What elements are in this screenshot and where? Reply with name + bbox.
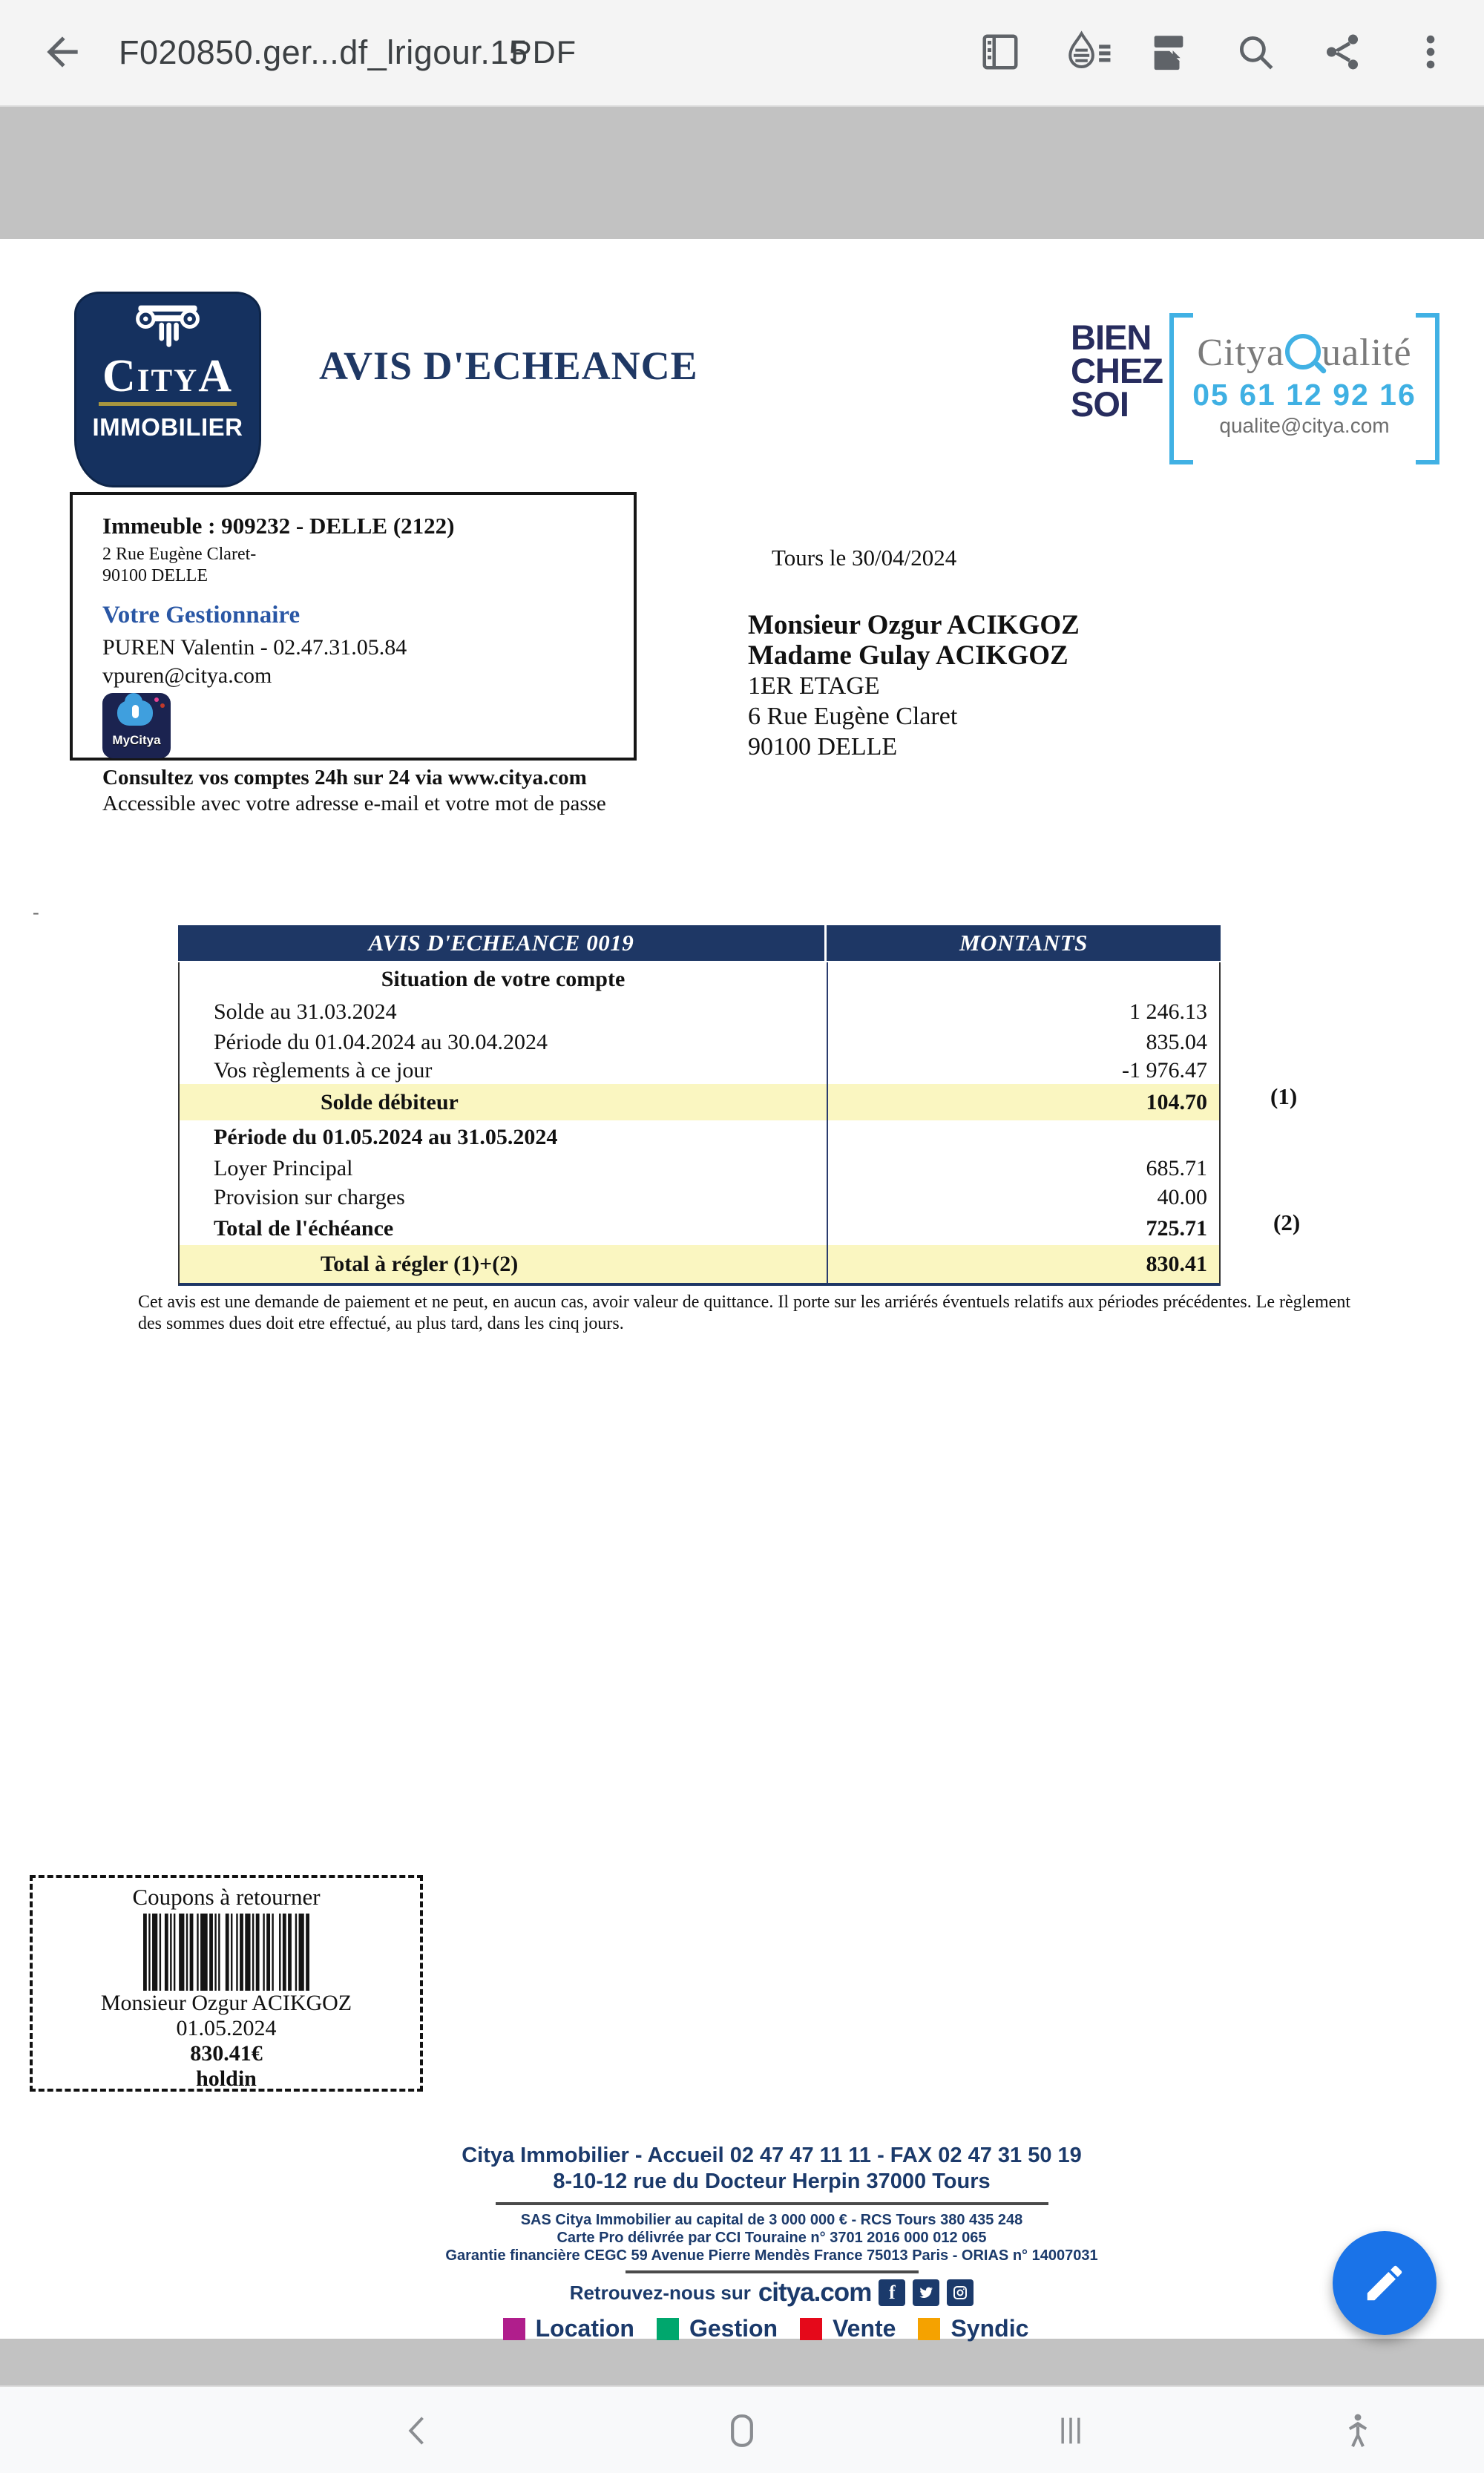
liquid-mode-icon[interactable] (1063, 27, 1114, 77)
logo-brand-text: CityA (102, 351, 234, 401)
legend-square-gestion (656, 2317, 679, 2340)
footer-divider (625, 2270, 919, 2273)
coupon-title: Coupons à retourner (132, 1884, 321, 1910)
legend-square-syndic (918, 2317, 941, 2340)
return-coupon: Coupons à retourner Monsieur Ozgur ACIKG… (30, 1875, 423, 2092)
app-bar: F020850.ger...df_lrigour.15 PDF (0, 0, 1484, 107)
building-address: 2 Rue Eugène Claret- 90100 DELLE (102, 545, 257, 585)
document-title: F020850.ger...df_lrigour.15 (119, 33, 528, 71)
nav-recents-icon[interactable] (1046, 2406, 1095, 2455)
coupon-name: Monsieur Ozgur ACIKGOZ (100, 1991, 352, 2015)
nav-accessibility-icon[interactable] (1333, 2406, 1382, 2455)
stray-mark: - (33, 901, 39, 923)
legend-square-vente (800, 2317, 823, 2340)
table-row: Total de l'échéance 725.71 (180, 1212, 1219, 1245)
statement-table: AVIS D'ECHEANCE 0019 MONTANTS Situation … (178, 925, 1221, 1286)
table-row: Vos règlements à ce jour -1 976.47 (180, 1057, 1219, 1084)
citya-logo: CityA IMMOBILIER (74, 292, 261, 487)
citya-qualite-box: Citya ualité 05 61 12 92 16 qualite@citya… (1169, 313, 1439, 464)
back-arrow-icon[interactable] (37, 27, 88, 77)
page-title: AVIS D'ECHEANCE (319, 344, 698, 388)
coupon-date: 01.05.2024 (176, 2016, 277, 2040)
share-icon[interactable] (1317, 27, 1368, 77)
facebook-icon: f (879, 2279, 906, 2306)
instagram-icon (947, 2279, 974, 2306)
social-text: Retrouvez-nous sur (569, 2281, 751, 2304)
slogan-line: BIEN (1071, 318, 1152, 357)
date-line: Tours le 30/04/2024 (772, 545, 957, 571)
table-row-total: Total à régler (1)+(2) 830.41 (180, 1245, 1219, 1283)
recipient-address: Monsieur Ozgur ACIKGOZ Madame Gulay ACIK… (748, 610, 1080, 761)
manager-title: Votre Gestionnaire (102, 602, 301, 628)
table-row-solde-debiteur: Solde débiteur 104.70 (180, 1084, 1219, 1120)
footer-contact-line: Citya Immobilier - Accueil 02 47 47 11 1… (462, 2144, 1082, 2167)
slogan-block: BIEN CHEZ SOI (1071, 318, 1163, 424)
nav-home-icon[interactable] (718, 2406, 766, 2455)
logo-sub-text: IMMOBILIER (92, 413, 243, 441)
slogan-line: SOI (1071, 384, 1129, 424)
pdf-page: CityA IMMOBILIER AVIS D'ECHEANCE BIEN CH… (0, 239, 1484, 2342)
page-view-icon[interactable] (1143, 27, 1194, 77)
system-nav-bar (0, 2385, 1484, 2473)
barcode (143, 1914, 309, 1991)
table-row: Période du 01.05.2024 au 31.05.2024 (180, 1120, 1219, 1154)
quality-phone: 05 61 12 92 16 (1192, 378, 1416, 412)
more-options-icon[interactable] (1405, 27, 1456, 77)
accounts-note: Accessible avec votre adresse e-mail et … (102, 792, 606, 815)
pencil-icon (1367, 2265, 1402, 2301)
table-row: Loyer Principal 685.71 (180, 1154, 1219, 1183)
footer-divider (495, 2202, 1048, 2205)
table-header: AVIS D'ECHEANCE 0019 MONTANTS (178, 925, 1221, 962)
accounts-note-bold: Consultez vos comptes 24h sur 24 via www… (102, 766, 587, 789)
logo-gold-line (99, 402, 237, 406)
legend-square-location (502, 2317, 525, 2340)
footer-legal-line: SAS Citya Immobilier au capital de 3 000… (520, 2212, 1023, 2228)
keyhole-icon (132, 705, 139, 718)
footer-address-line: 8-10-12 rue du Docteur Herpin 37000 Tour… (553, 2170, 991, 2193)
bracket-right (1416, 313, 1439, 464)
page-thumbnails-icon[interactable] (975, 27, 1025, 77)
annotation-1: (1) (1270, 1083, 1298, 1109)
document-type-label: PDF (510, 34, 577, 70)
building-info-box: Immeuble : 909232 - DELLE (2122) 2 Rue E… (70, 492, 637, 815)
bracket-left (1169, 313, 1193, 464)
table-row: Période du 01.04.2024 au 30.04.2024 835.0… (180, 1028, 1219, 1057)
edit-fab[interactable] (1333, 2231, 1437, 2335)
manager-info: PUREN Valentin - 02.47.31.05.84 vpuren@c… (102, 635, 407, 688)
coupon-amount: 830.41€ (190, 2041, 263, 2066)
disclaimer-text: Cet avis est une demande de paiement et … (138, 1293, 1350, 1333)
search-icon[interactable] (1230, 27, 1281, 77)
mycitya-app-badge: MyCitya (102, 693, 171, 758)
slogan-line: CHEZ (1071, 351, 1163, 390)
annotation-2: (2) (1273, 1209, 1301, 1235)
footer-legal-line: Carte Pro délivrée par CCI Touraine n° 3… (556, 2230, 987, 2246)
magnifier-q-icon (1285, 334, 1322, 370)
coupon-ref: holdin (196, 2066, 257, 2091)
nav-back-icon[interactable] (393, 2406, 442, 2455)
column-capital-icon (136, 305, 200, 347)
citya-qualite-wordmark: Citya ualité (1197, 332, 1412, 374)
twitter-icon (913, 2279, 940, 2306)
services-legend: Location Gestion Vente Syndic (223, 2315, 1321, 2342)
social-site: citya.com (758, 2278, 872, 2307)
table-row: Provision sur charges 40.00 (180, 1183, 1219, 1212)
building-title: Immeuble : 909232 - DELLE (2122) (102, 513, 455, 539)
quality-email: qualite@citya.com (1219, 414, 1390, 437)
table-row: Solde au 31.03.2024 1 246.13 (180, 996, 1219, 1028)
table-row: Situation de votre compte (180, 962, 1219, 996)
footer-legal-line: Garantie financière CEGC 59 Avenue Pierr… (445, 2247, 1098, 2264)
agency-footer: Citya Immobilier - Accueil 02 47 47 11 1… (223, 2143, 1321, 2342)
